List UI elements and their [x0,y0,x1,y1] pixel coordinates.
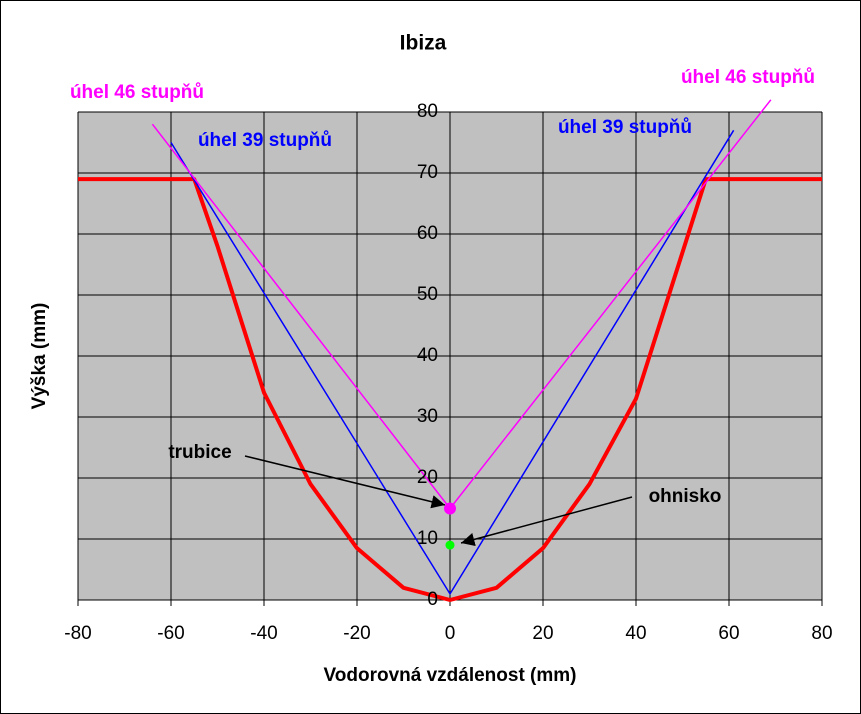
x-tick-label: -80 [64,623,91,644]
series-line [170,129,735,595]
x-axis-label: Vodorovná vzdálenost (mm) [323,665,576,686]
x-tick-label: 0 [445,623,456,644]
x-tick-label: -20 [343,623,370,644]
annotation: úhel 46 stupňů [681,67,815,88]
annotation: úhel 46 stupňů [70,82,204,103]
y-tick-label: 10 [417,528,438,549]
x-tick-label: -60 [157,623,184,644]
y-tick-label: 30 [417,406,438,427]
x-tick-label: 80 [811,623,832,644]
x-tick-label: 20 [532,623,553,644]
annotation: úhel 39 stupňů [198,130,332,151]
y-tick-label: 70 [417,162,438,183]
annotation: úhel 39 stupňů [558,117,692,138]
arrow [244,455,446,509]
grid [77,111,823,606]
annotation: ohnisko [649,486,722,507]
x-tick-label: 40 [625,623,646,644]
x-tick-label: -40 [250,623,277,644]
y-tick-label: 50 [417,284,438,305]
y-tick-label: 60 [417,223,438,244]
x-tick-label: 60 [718,623,739,644]
y-axis-label: Výška (mm) [29,303,50,410]
arrow [460,496,633,547]
point [445,540,455,550]
y-tick-label: 40 [417,345,438,366]
point [444,502,456,515]
series-line [78,177,822,602]
y-tick-label: 80 [417,101,438,122]
y-tick-label: 20 [417,467,438,488]
y-tick-label: 0 [427,589,438,610]
chart-title: Ibiza [400,32,447,55]
annotation: trubice [168,442,231,463]
